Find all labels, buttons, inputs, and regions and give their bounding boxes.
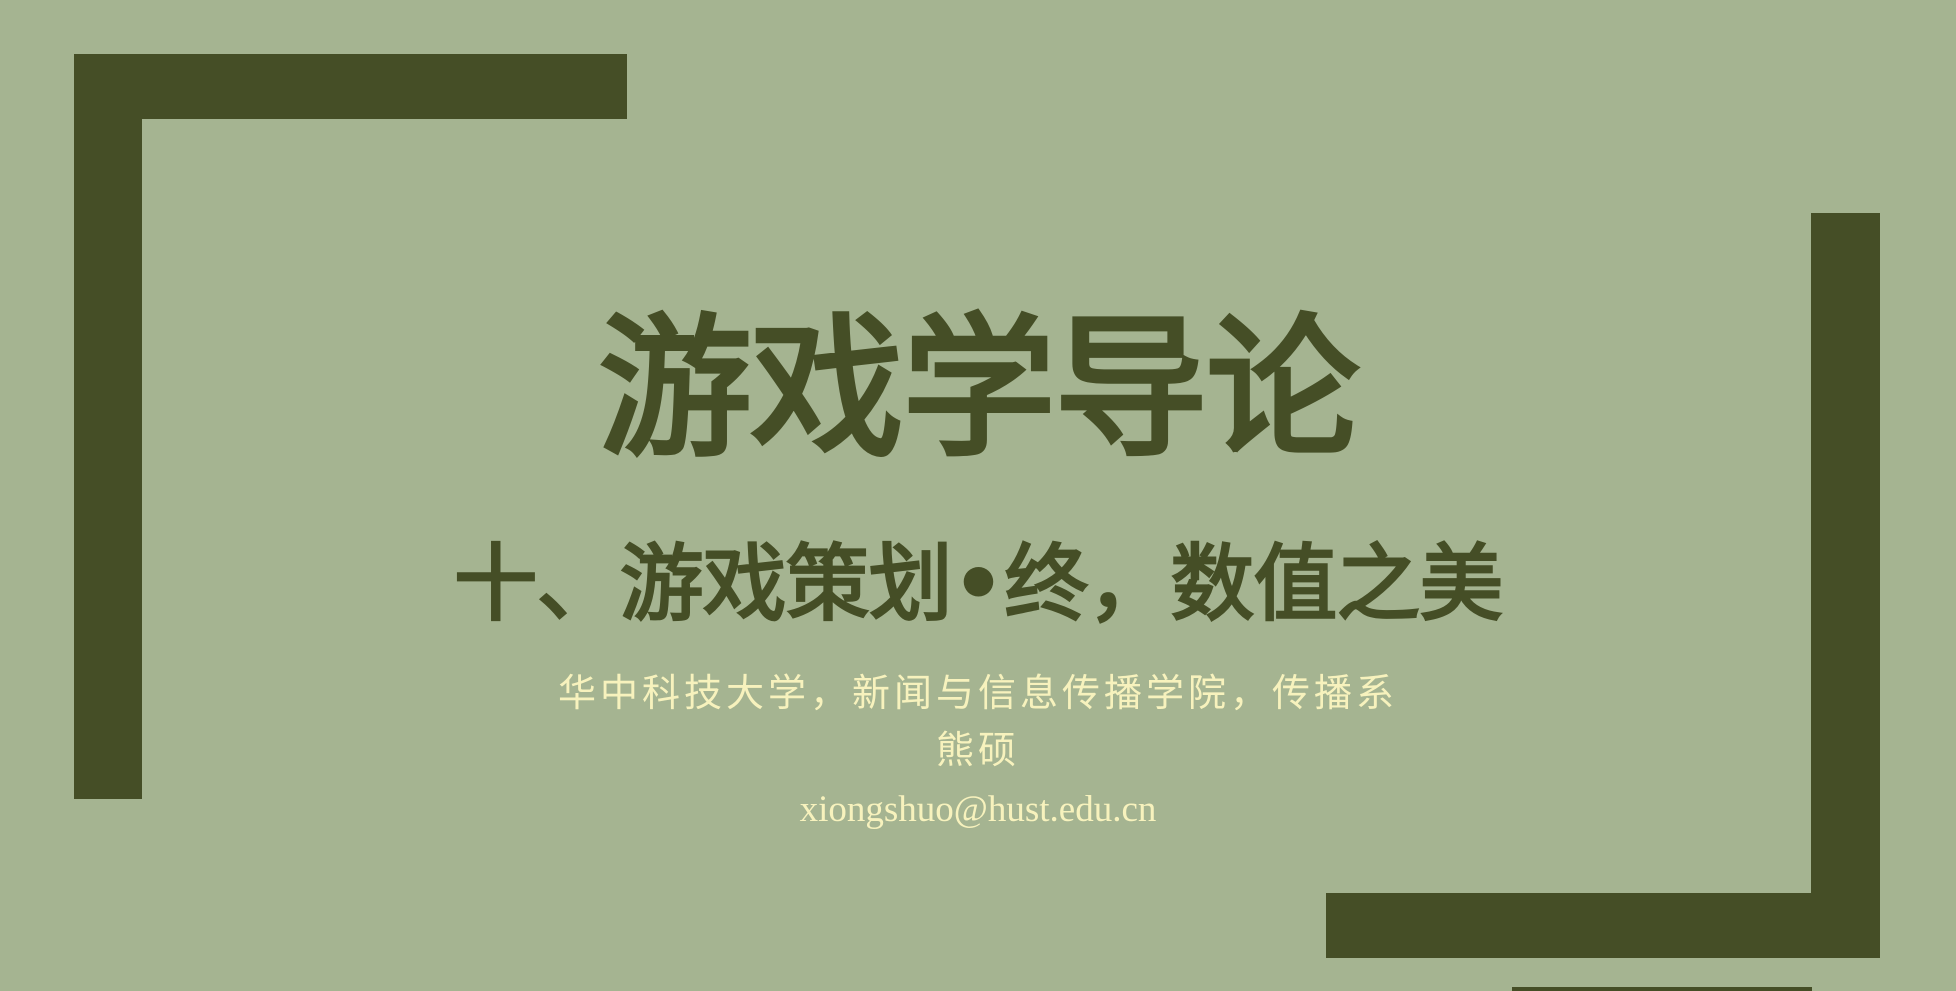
author-email: xiongshuo@hust.edu.cn [799,789,1157,830]
bottom-right-bracket-horizontal [1326,893,1880,958]
top-left-bracket-horizontal [74,54,627,119]
author-name: 熊硕 [935,728,1020,772]
slide-subtitle: 十、游戏策划•终，数值之美 [453,535,1504,633]
bottom-edge-line [1512,987,1812,991]
top-left-bracket-vertical [74,54,142,799]
slide-title: 游戏学导论 [597,300,1360,479]
bottom-right-bracket-vertical [1811,213,1880,958]
affiliation-text: 华中科技大学，新闻与信息传播学院，传播系 [557,671,1398,715]
